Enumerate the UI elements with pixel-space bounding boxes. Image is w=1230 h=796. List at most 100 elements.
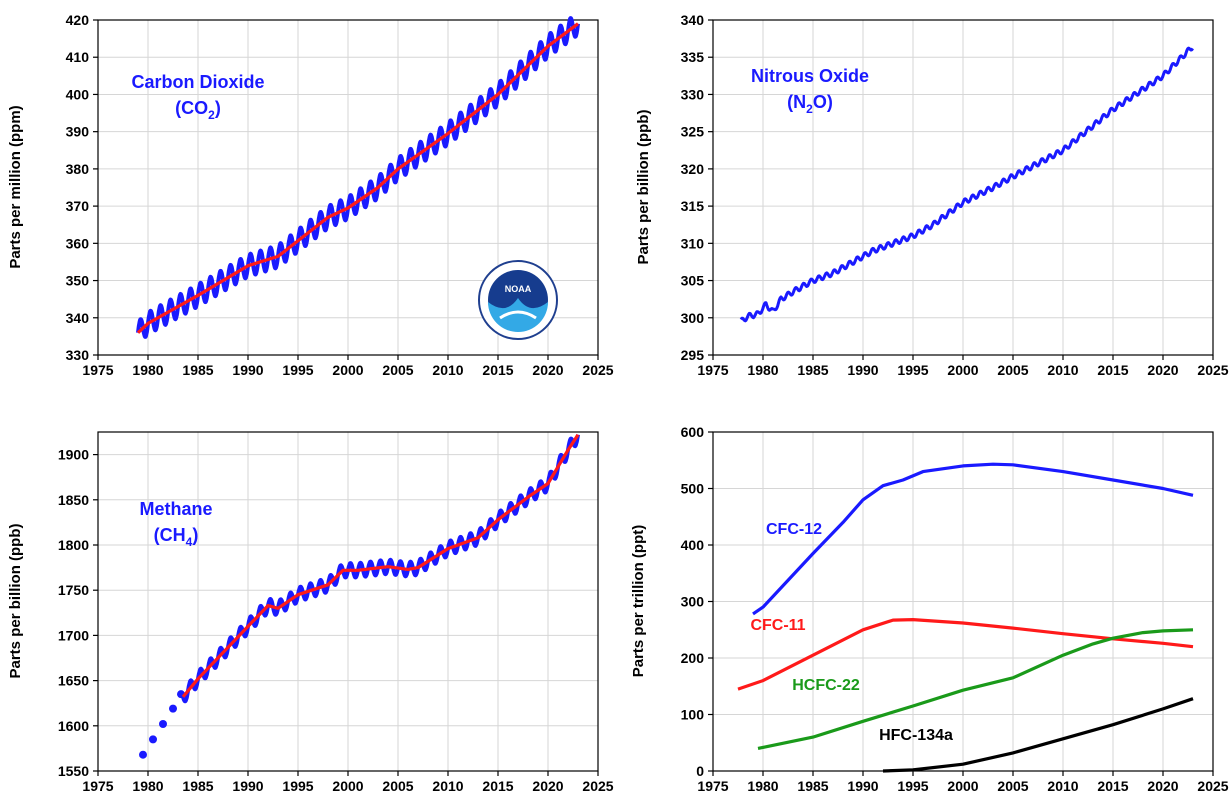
- y-tick-label: 1550: [58, 763, 89, 779]
- y-tick-label: 1850: [58, 492, 89, 508]
- series-label-cfc-11: CFC-11: [750, 617, 805, 634]
- x-tick-label: 1995: [282, 362, 313, 378]
- x-tick-label: 1995: [897, 778, 928, 794]
- x-tick-label: 2010: [1047, 362, 1078, 378]
- y-axis-label: Parts per trillion (ppt): [630, 525, 647, 678]
- series-line-hcfc-22: [757, 628, 1194, 750]
- x-tick-label: 2025: [1197, 778, 1228, 794]
- x-tick-label: 2020: [1147, 778, 1178, 794]
- y-tick-label: 330: [66, 347, 90, 363]
- x-tick-label: 2005: [382, 778, 413, 794]
- series-line-cfc-11: [737, 618, 1194, 691]
- x-tick-label: 2015: [482, 778, 513, 794]
- chart-title: Nitrous Oxide: [751, 66, 869, 86]
- x-tick-label: 1985: [182, 778, 213, 794]
- x-tick-label: 1980: [132, 362, 163, 378]
- x-tick-label: 2005: [997, 778, 1028, 794]
- y-tick-label: 325: [681, 124, 705, 140]
- early-data-point: [139, 750, 147, 759]
- formula-subscript: 2: [208, 108, 215, 122]
- y-tick-label: 300: [681, 594, 705, 610]
- x-tick-label: 1990: [232, 778, 263, 794]
- y-tick-label: 1700: [58, 627, 89, 643]
- chart-title: Methane: [139, 499, 212, 519]
- y-tick-label: 360: [66, 235, 90, 251]
- x-tick-label: 2025: [1197, 362, 1228, 378]
- y-tick-label: 305: [681, 273, 705, 289]
- x-tick-label: 2010: [432, 362, 463, 378]
- x-tick-label: 2020: [1147, 362, 1178, 378]
- y-axis-label: Parts per million (ppm): [7, 105, 24, 268]
- formula-end: O): [813, 92, 833, 112]
- y-tick-label: 390: [66, 124, 90, 140]
- chart-n2o: 1975 1980 1985 1990 1995 2000 2005 2010 2015 2020…: [635, 12, 1229, 378]
- x-tick-label: 2000: [332, 778, 363, 794]
- series-label-hfc-134a: HFC-134a: [879, 727, 953, 744]
- x-tick-label: 2025: [582, 362, 613, 378]
- y-tick-label: 600: [681, 424, 705, 440]
- x-tick-label: 1985: [182, 362, 213, 378]
- y-tick-label: 315: [681, 198, 705, 214]
- chart-co2: 1975 1980 1985 1990 1995 2000 2005 2010 2015 2020…: [7, 12, 614, 378]
- x-tick-label: 1980: [747, 362, 778, 378]
- series-label-hcfc-22: HCFC-22: [792, 677, 860, 694]
- y-tick-label: 310: [681, 235, 705, 251]
- x-tick-label: 2020: [532, 778, 563, 794]
- y-tick-label: 300: [681, 310, 705, 326]
- y-tick-label: 1600: [58, 718, 89, 734]
- x-tick-label: 1980: [132, 778, 163, 794]
- x-tick-label: 2015: [1097, 362, 1128, 378]
- trend-line: [136, 22, 579, 334]
- x-tick-label: 1975: [82, 362, 113, 378]
- y-tick-label: 410: [66, 49, 90, 65]
- y-tick-label: 1750: [58, 582, 89, 598]
- logo-bird: [499, 310, 537, 320]
- x-tick-label: 1990: [847, 362, 878, 378]
- y-tick-label: 400: [66, 86, 90, 102]
- x-tick-label: 1995: [282, 778, 313, 794]
- formula-end: ): [215, 98, 221, 118]
- formula-base: (N: [787, 92, 806, 112]
- x-tick-label: 1975: [697, 362, 728, 378]
- y-axis-label: Parts per billion (ppb): [635, 109, 652, 264]
- chart-halocarbons: 1975 1980 1985 1990 1995 2000 2005 2010 2015 2020…: [630, 424, 1229, 794]
- series-group: [136, 16, 580, 339]
- y-tick-label: 1650: [58, 673, 89, 689]
- trend-line: [181, 433, 580, 698]
- x-tick-label: 2000: [332, 362, 363, 378]
- y-axis-label: Parts per billion (ppb): [7, 523, 24, 678]
- y-tick-label: 1900: [58, 447, 89, 463]
- y-tick-label: 370: [66, 198, 90, 214]
- early-data-point: [159, 719, 167, 728]
- early-data-point: [149, 735, 157, 744]
- y-tick-label: 380: [66, 161, 90, 177]
- y-tick-label: 335: [681, 49, 705, 65]
- formula-label: (CO2): [175, 98, 221, 122]
- y-tick-label: 200: [681, 650, 705, 666]
- series-line-cfc-12: [752, 462, 1194, 616]
- y-tick-label: 420: [66, 12, 90, 28]
- y-tick-label: 0: [696, 763, 704, 779]
- x-tick-label: 2000: [947, 362, 978, 378]
- x-tick-label: 2000: [947, 778, 978, 794]
- monthly-mean-line: [181, 434, 580, 704]
- formula-subscript: 2: [806, 102, 813, 116]
- formula-subscript: 4: [186, 535, 193, 549]
- x-tick-label: 2005: [997, 362, 1028, 378]
- early-data-point: [169, 704, 177, 713]
- chart-title: Carbon Dioxide: [131, 72, 264, 92]
- y-tick-label: 330: [681, 86, 705, 102]
- x-tick-label: 2015: [482, 362, 513, 378]
- x-tick-label: 2015: [1097, 778, 1128, 794]
- series-label-cfc-12: CFC-12: [766, 521, 822, 538]
- y-tick-label: 320: [681, 161, 705, 177]
- formula-base: (CO: [175, 98, 208, 118]
- logo-wave: [488, 298, 548, 332]
- y-tick-label: 340: [681, 12, 705, 28]
- series-group: [139, 433, 580, 759]
- x-tick-label: 2020: [532, 362, 563, 378]
- chart-ch4: 1975 1980 1985 1990 1995 2000 2005 2010 2015 2020…: [7, 431, 614, 794]
- x-tick-label: 1975: [697, 778, 728, 794]
